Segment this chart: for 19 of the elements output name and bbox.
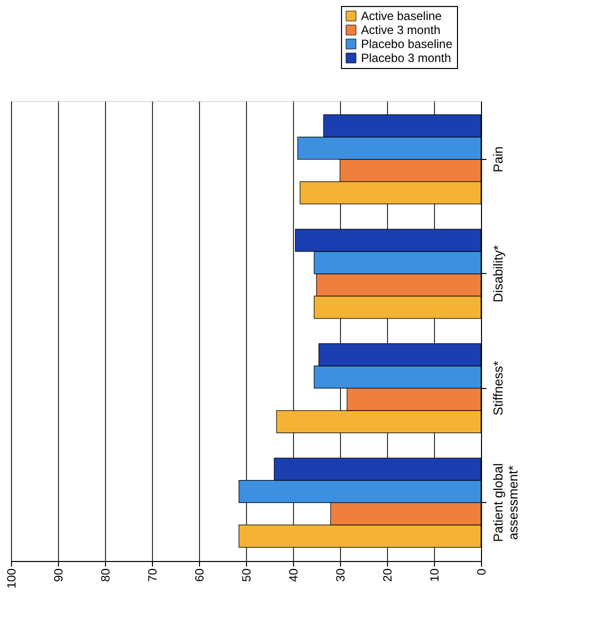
x-tick-label: 10 <box>428 568 442 582</box>
x-tick-label: 0 <box>474 568 488 576</box>
x-tick-label: 30 <box>334 568 348 582</box>
y-tick-label: Pain <box>490 146 506 172</box>
y-tick-label: Disability* <box>490 245 506 302</box>
x-tick-label: 70 <box>146 568 160 582</box>
x-tick-label: 100 <box>4 568 18 589</box>
legend-label: Active baseline <box>361 9 442 23</box>
x-tick-label: 90 <box>52 568 66 582</box>
y-tick-label: Patient global assessment* <box>490 463 520 542</box>
x-tick-label: 40 <box>286 568 300 582</box>
x-tick-label: 20 <box>380 568 394 582</box>
x-tick-label: 50 <box>240 568 254 582</box>
legend-label: Placebo baseline <box>361 37 453 51</box>
x-tick-label: 80 <box>98 568 112 582</box>
legend-label: Active 3 month <box>361 23 440 37</box>
legend-label: Placebo 3 month <box>361 51 452 65</box>
x-tick-label: 60 <box>192 568 206 582</box>
y-tick-label: Stiffness* <box>490 360 506 416</box>
